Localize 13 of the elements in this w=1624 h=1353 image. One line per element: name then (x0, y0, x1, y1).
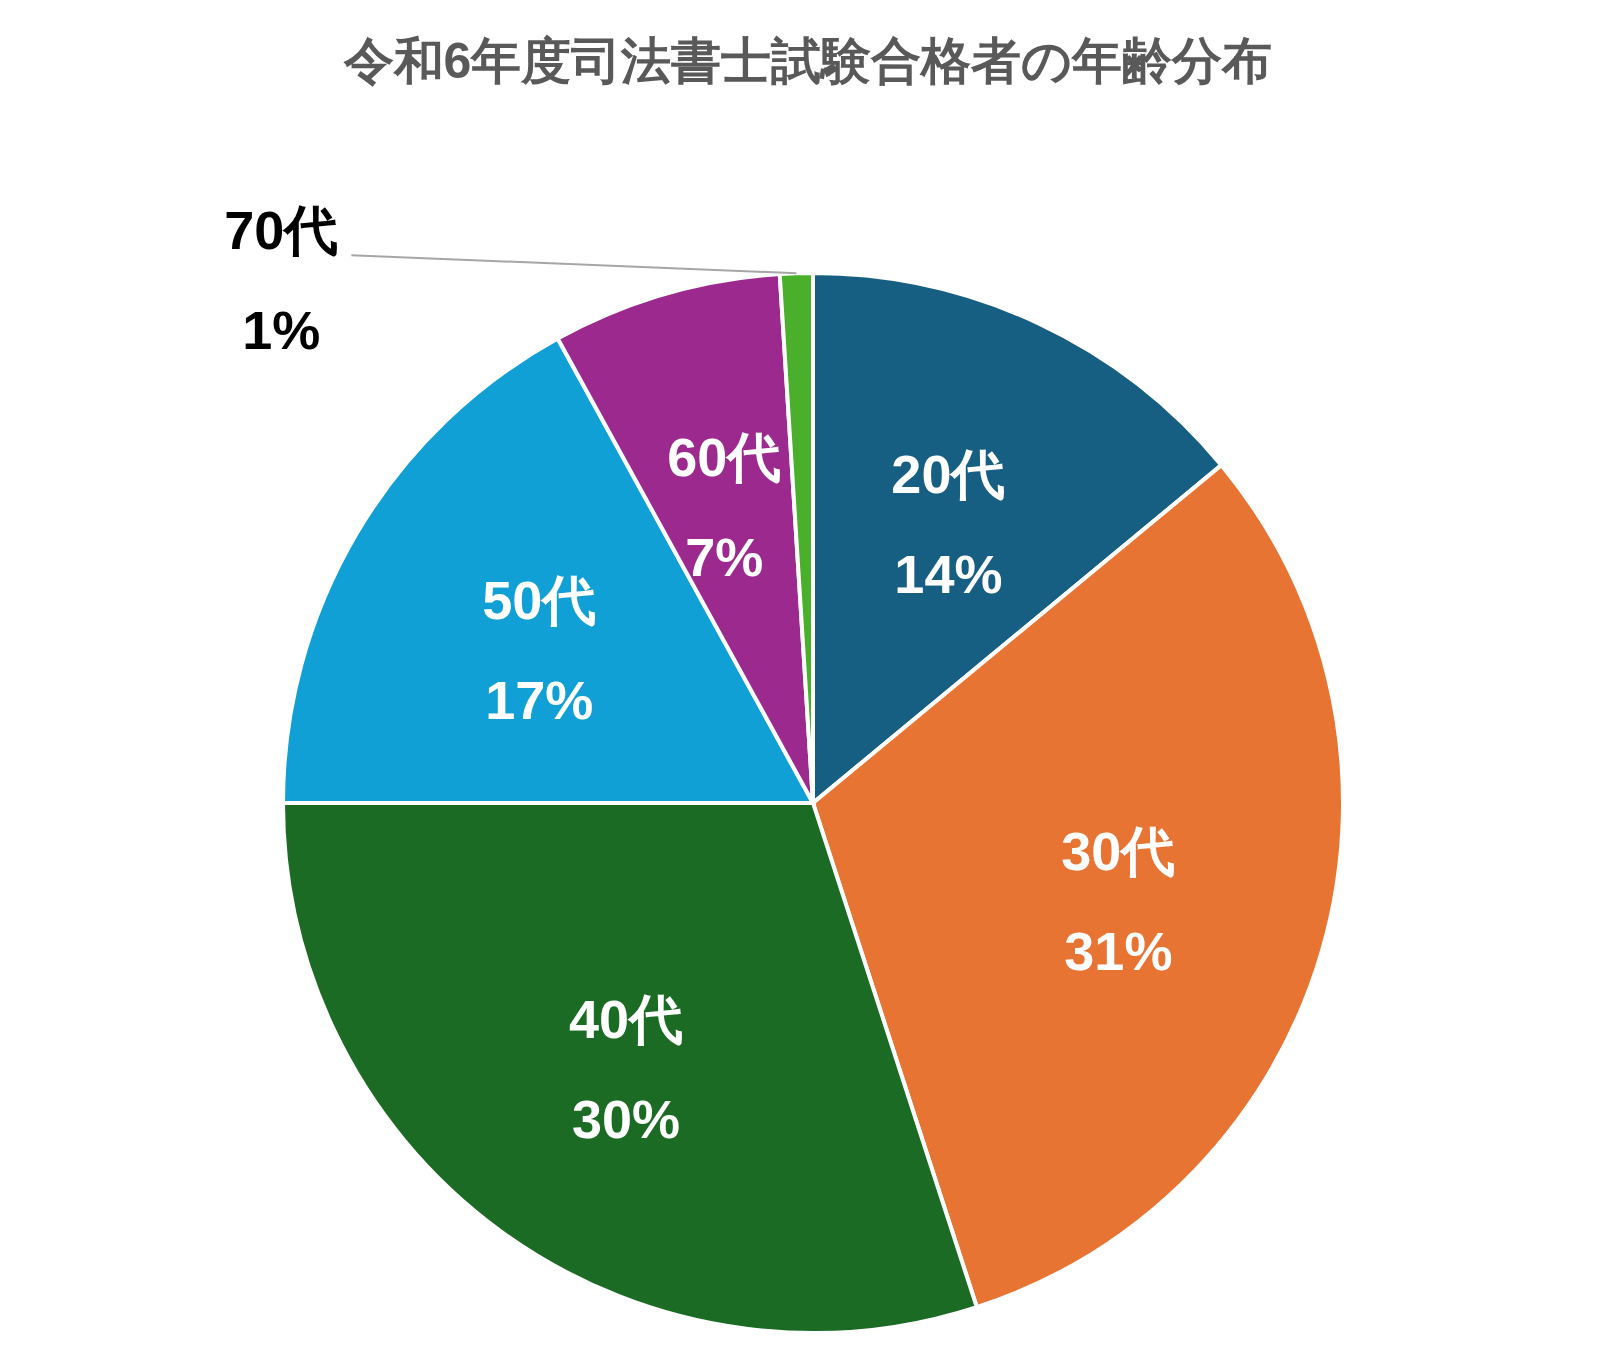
data-label: 31% (1064, 920, 1173, 981)
slice-label: 20代 (891, 444, 1006, 505)
slice-label: 60代 (667, 426, 782, 487)
chart-title: 令和6年度司法書士試験合格者の年齢分布 (342, 33, 1273, 89)
slice-label: 70代 (224, 200, 339, 261)
slice-label: 40代 (569, 989, 684, 1050)
data-label: 30% (572, 1089, 681, 1150)
slice-label: 30代 (1061, 820, 1176, 881)
data-label: 7% (685, 526, 764, 587)
data-label: 17% (485, 670, 594, 731)
slice-label: 50代 (482, 570, 597, 631)
data-label: 14% (894, 544, 1003, 605)
data-label: 1% (242, 300, 321, 361)
